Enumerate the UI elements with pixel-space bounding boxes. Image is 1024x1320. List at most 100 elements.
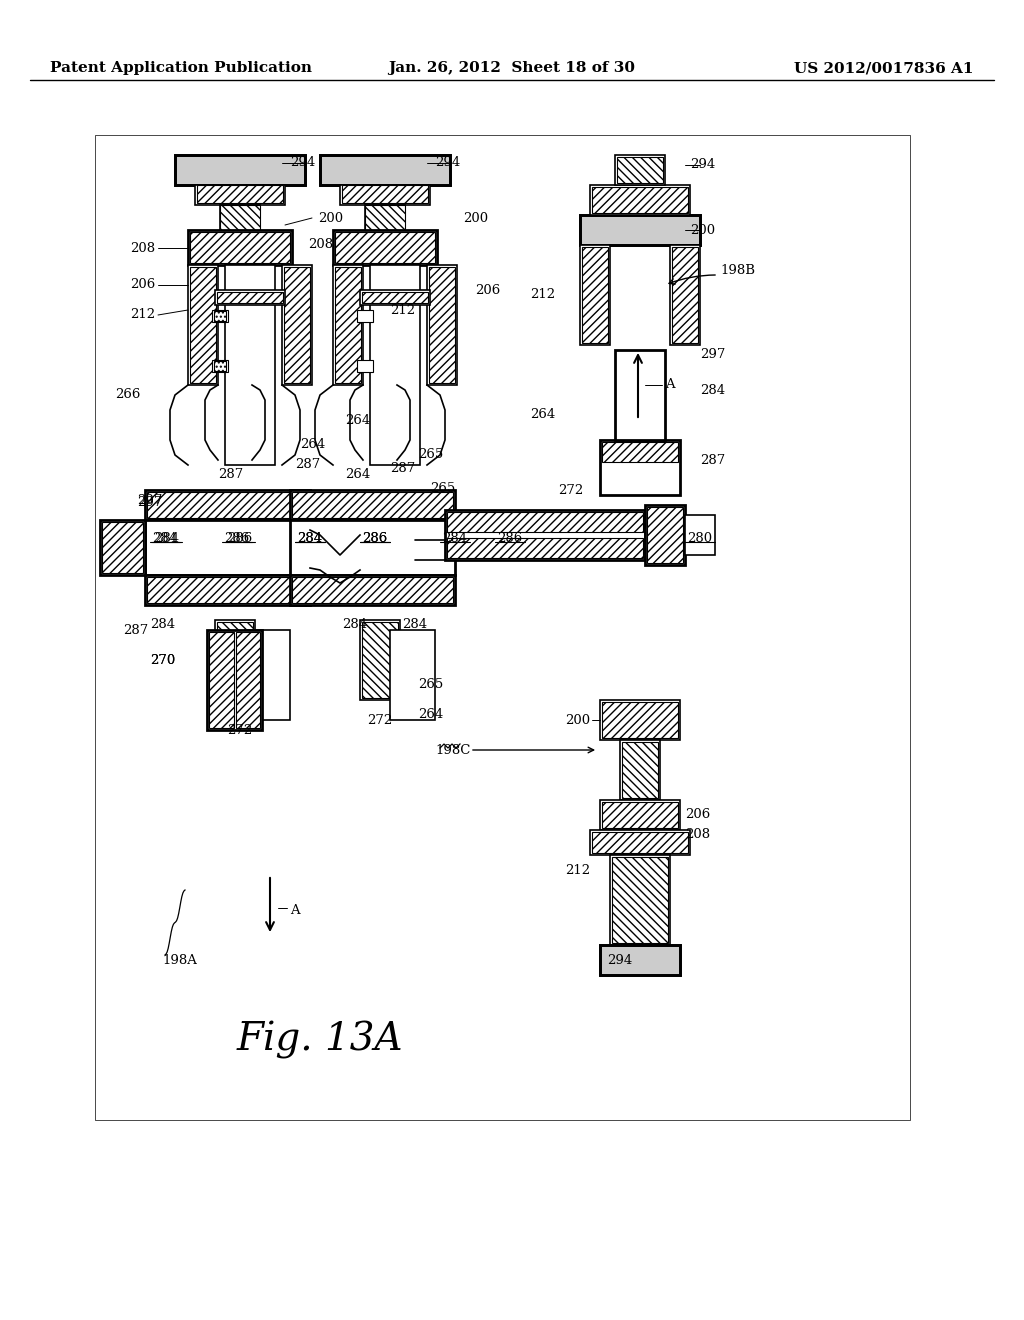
Text: 297: 297 xyxy=(700,348,725,362)
Text: Jan. 26, 2012  Sheet 18 of 30: Jan. 26, 2012 Sheet 18 of 30 xyxy=(388,61,636,75)
Bar xyxy=(319,154,450,185)
Text: 287: 287 xyxy=(123,623,148,636)
Text: 287: 287 xyxy=(700,454,725,466)
Text: 198C: 198C xyxy=(435,743,470,756)
Text: 286: 286 xyxy=(362,532,388,544)
Bar xyxy=(582,247,608,343)
Text: 284: 284 xyxy=(155,532,179,544)
Bar xyxy=(600,440,680,495)
Bar xyxy=(590,185,690,215)
Bar xyxy=(145,490,310,520)
Bar xyxy=(245,630,290,719)
Bar xyxy=(225,265,275,465)
Bar xyxy=(95,135,910,1119)
Text: Fig. 13A: Fig. 13A xyxy=(237,1020,403,1059)
Text: 286: 286 xyxy=(362,532,388,544)
Text: 294: 294 xyxy=(435,157,460,169)
Bar xyxy=(145,576,310,605)
Text: 200: 200 xyxy=(463,211,488,224)
Bar xyxy=(290,520,455,576)
Bar xyxy=(617,157,663,183)
Text: 272: 272 xyxy=(368,714,392,726)
Bar xyxy=(147,492,308,517)
Text: 206: 206 xyxy=(685,808,711,821)
Bar xyxy=(220,205,260,230)
Bar xyxy=(615,350,665,440)
Text: 284: 284 xyxy=(150,619,175,631)
Bar xyxy=(580,215,700,246)
Bar xyxy=(214,360,226,371)
Bar xyxy=(195,185,285,205)
Bar xyxy=(600,800,680,830)
Bar xyxy=(390,630,435,719)
Text: 287: 287 xyxy=(295,458,321,471)
Bar xyxy=(602,442,678,462)
Bar xyxy=(580,215,700,246)
Text: 212: 212 xyxy=(130,309,155,322)
Bar xyxy=(100,520,145,576)
Text: 284: 284 xyxy=(297,532,323,544)
Text: 208: 208 xyxy=(308,239,333,252)
Text: 287: 287 xyxy=(390,462,416,474)
Text: 264: 264 xyxy=(418,709,443,722)
Bar xyxy=(365,205,406,230)
Text: 286: 286 xyxy=(227,532,253,544)
Bar xyxy=(335,267,361,383)
Text: 284: 284 xyxy=(342,619,368,631)
Text: 284: 284 xyxy=(402,619,428,631)
Bar xyxy=(580,246,610,345)
Bar xyxy=(335,232,435,263)
Text: 272: 272 xyxy=(227,723,253,737)
Text: 206: 206 xyxy=(475,284,501,297)
Bar xyxy=(362,292,428,304)
Text: 200: 200 xyxy=(318,211,343,224)
Text: 297: 297 xyxy=(137,494,163,507)
Text: 198A: 198A xyxy=(162,953,197,966)
Bar xyxy=(645,506,685,565)
Bar xyxy=(445,510,645,560)
Bar xyxy=(290,576,455,605)
Bar xyxy=(209,632,234,729)
Bar xyxy=(197,185,283,203)
Bar xyxy=(236,632,260,729)
Bar xyxy=(292,492,453,517)
Text: 208: 208 xyxy=(130,242,155,255)
Bar xyxy=(214,312,226,321)
Text: 266: 266 xyxy=(115,388,140,401)
Bar xyxy=(360,620,400,700)
Bar xyxy=(447,512,643,532)
Text: 294: 294 xyxy=(690,158,715,172)
Bar xyxy=(357,360,373,372)
Bar xyxy=(647,507,683,564)
Text: 264: 264 xyxy=(300,438,326,451)
Text: 200: 200 xyxy=(565,714,590,726)
Text: 208: 208 xyxy=(685,829,710,842)
Bar xyxy=(207,630,262,730)
Text: 270: 270 xyxy=(150,653,175,667)
Bar xyxy=(340,185,430,205)
Text: 284: 284 xyxy=(700,384,725,396)
Text: 200: 200 xyxy=(690,223,715,236)
Bar xyxy=(292,577,453,603)
Bar xyxy=(215,620,255,700)
Bar xyxy=(429,267,455,383)
Bar xyxy=(220,205,260,230)
Bar xyxy=(212,360,228,372)
Bar xyxy=(333,230,437,265)
Bar xyxy=(217,292,283,304)
Bar xyxy=(357,310,373,322)
Bar xyxy=(600,945,680,975)
Bar xyxy=(600,700,680,741)
Bar xyxy=(602,803,678,828)
Bar xyxy=(590,830,690,855)
Bar xyxy=(215,290,285,305)
Text: 286: 286 xyxy=(498,532,522,544)
Bar xyxy=(290,490,455,520)
Bar xyxy=(447,539,643,558)
Bar xyxy=(217,622,253,698)
Text: 264: 264 xyxy=(345,413,371,426)
Bar xyxy=(685,515,715,554)
Text: US 2012/0017836 A1: US 2012/0017836 A1 xyxy=(795,61,974,75)
Text: 265: 265 xyxy=(430,482,456,495)
Text: 297: 297 xyxy=(137,495,163,508)
